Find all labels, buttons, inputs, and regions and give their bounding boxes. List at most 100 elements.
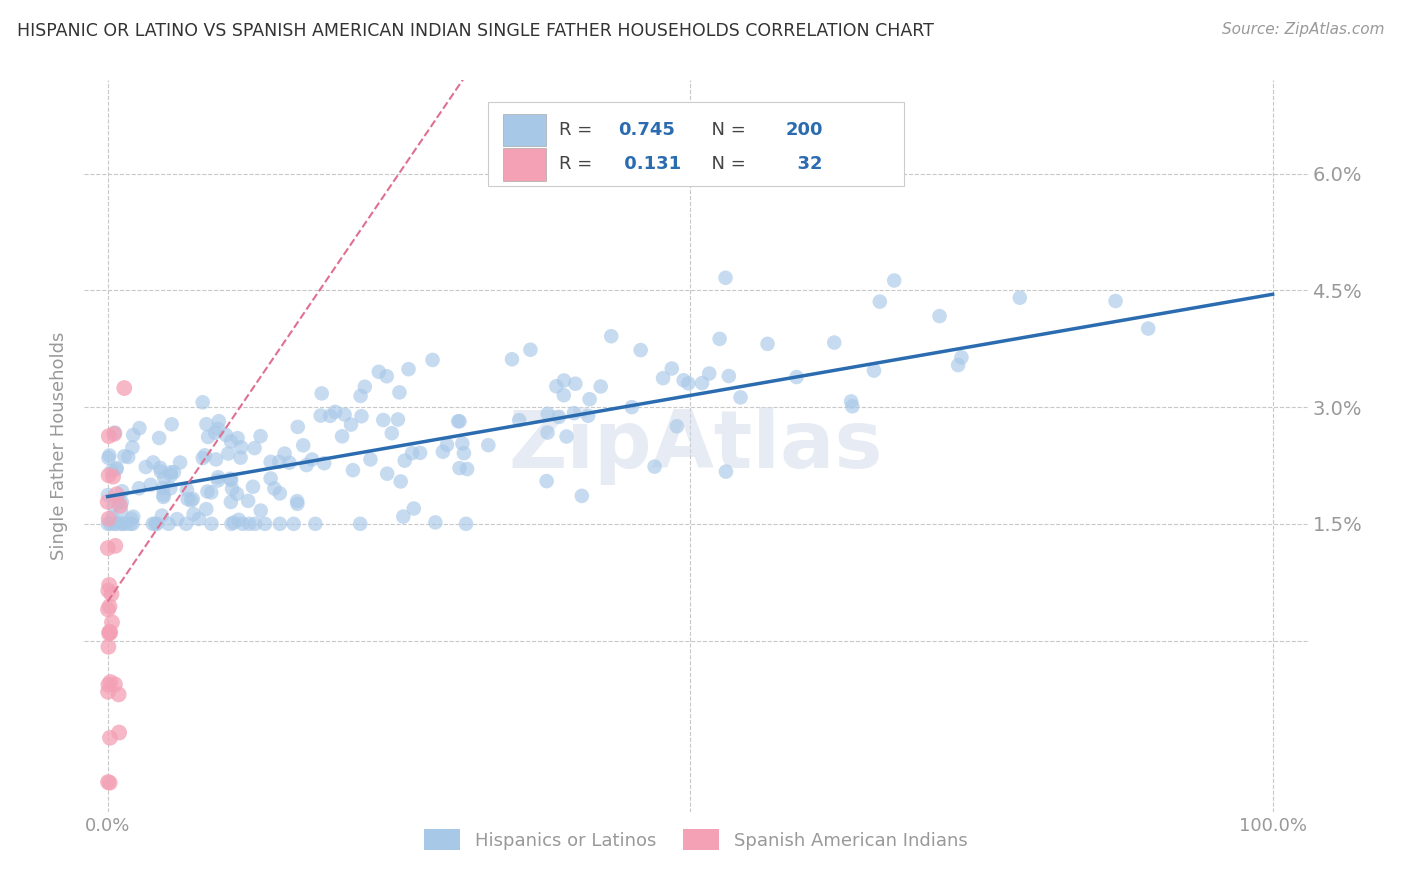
Point bbox=[863, 363, 886, 377]
Text: N =: N = bbox=[700, 155, 751, 173]
Point bbox=[104, 516, 127, 531]
Point bbox=[108, 495, 131, 509]
Point bbox=[600, 329, 623, 343]
Point bbox=[101, 615, 124, 630]
Point bbox=[160, 468, 183, 483]
Point bbox=[259, 455, 281, 469]
Text: 200: 200 bbox=[786, 121, 823, 139]
Point bbox=[219, 473, 242, 487]
Point bbox=[301, 452, 323, 467]
Point bbox=[221, 482, 243, 496]
Point bbox=[555, 429, 578, 443]
Point bbox=[422, 352, 444, 367]
Point bbox=[208, 414, 231, 428]
Point bbox=[97, 495, 120, 509]
Point bbox=[205, 452, 228, 467]
Point bbox=[103, 818, 125, 832]
Point bbox=[187, 512, 209, 526]
Point bbox=[342, 463, 364, 477]
Text: 32: 32 bbox=[786, 155, 823, 173]
Point bbox=[350, 409, 373, 424]
Point bbox=[152, 481, 174, 495]
Point bbox=[839, 394, 862, 409]
Point bbox=[1137, 321, 1160, 335]
Point bbox=[501, 352, 523, 367]
Point bbox=[283, 516, 305, 531]
Point bbox=[120, 516, 142, 531]
Point bbox=[823, 335, 845, 350]
Point bbox=[219, 434, 242, 449]
Point bbox=[204, 425, 226, 440]
Point bbox=[841, 400, 863, 414]
Point bbox=[243, 441, 266, 455]
Point bbox=[620, 400, 643, 414]
Point bbox=[576, 409, 599, 423]
Point bbox=[553, 374, 575, 388]
Point bbox=[304, 516, 326, 531]
Point bbox=[101, 469, 124, 483]
Point bbox=[367, 365, 389, 379]
Point bbox=[98, 625, 121, 640]
Point bbox=[128, 481, 150, 495]
Point bbox=[111, 516, 134, 531]
Point bbox=[231, 440, 253, 454]
Point bbox=[571, 489, 593, 503]
Point bbox=[398, 362, 420, 376]
Text: N =: N = bbox=[700, 121, 751, 139]
Point bbox=[287, 420, 309, 434]
Point bbox=[97, 450, 120, 465]
Point bbox=[226, 431, 249, 445]
Point bbox=[273, 447, 295, 461]
Point bbox=[311, 386, 333, 401]
Point bbox=[225, 487, 247, 501]
Point bbox=[392, 509, 415, 524]
Point bbox=[97, 827, 120, 841]
Point bbox=[98, 449, 121, 463]
Point bbox=[314, 456, 336, 470]
Point bbox=[215, 428, 238, 442]
Point bbox=[269, 516, 291, 531]
Point bbox=[242, 480, 264, 494]
Point bbox=[183, 507, 205, 521]
Point bbox=[191, 451, 214, 466]
Point bbox=[103, 426, 125, 441]
Point bbox=[100, 587, 122, 601]
Point bbox=[536, 425, 558, 440]
Point bbox=[110, 504, 132, 518]
Point bbox=[714, 465, 737, 479]
Point bbox=[169, 456, 191, 470]
Point bbox=[207, 474, 229, 488]
Point bbox=[409, 446, 432, 460]
Point bbox=[432, 444, 454, 458]
Point bbox=[269, 455, 291, 469]
Point bbox=[394, 453, 416, 467]
Point bbox=[449, 461, 471, 475]
Point bbox=[97, 468, 120, 483]
Point bbox=[98, 776, 121, 790]
Point bbox=[323, 405, 346, 419]
Point bbox=[217, 446, 239, 460]
Point bbox=[222, 516, 245, 530]
Point bbox=[389, 475, 412, 489]
Point bbox=[166, 512, 188, 526]
Point bbox=[1008, 291, 1031, 305]
Point bbox=[228, 513, 250, 527]
Point bbox=[149, 460, 172, 475]
Point bbox=[456, 462, 478, 476]
Point bbox=[97, 640, 120, 654]
Point bbox=[142, 455, 165, 469]
Point bbox=[101, 510, 124, 524]
Point bbox=[97, 685, 120, 699]
Point bbox=[353, 380, 375, 394]
Point bbox=[97, 775, 120, 789]
Point bbox=[285, 494, 308, 508]
Point bbox=[349, 516, 371, 531]
Text: 0.745: 0.745 bbox=[617, 121, 675, 139]
Point bbox=[340, 417, 363, 432]
Point bbox=[115, 516, 138, 531]
Point bbox=[243, 516, 266, 531]
Point bbox=[197, 484, 219, 499]
Point bbox=[454, 516, 477, 531]
Point bbox=[249, 503, 271, 517]
Point bbox=[152, 490, 174, 504]
